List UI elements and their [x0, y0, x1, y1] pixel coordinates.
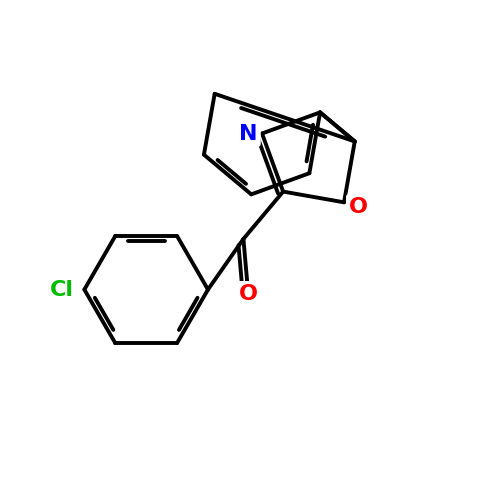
- Text: Cl: Cl: [50, 280, 74, 299]
- Text: O: O: [350, 198, 368, 218]
- Text: N: N: [239, 124, 258, 144]
- Text: O: O: [239, 284, 258, 304]
